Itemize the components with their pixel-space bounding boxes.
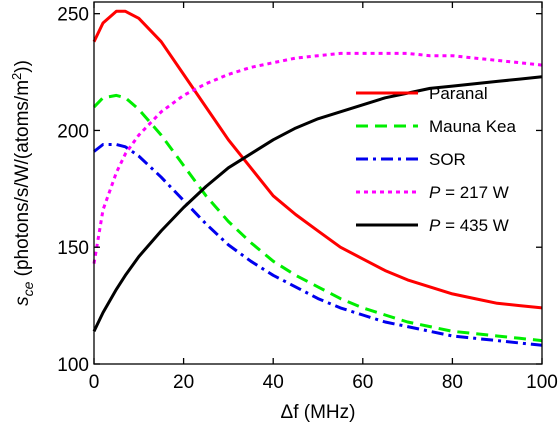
legend: Paranal Mauna Kea SOR P = 217 W P = 435 W [356, 84, 516, 235]
series-line-4 [92, 75, 543, 332]
legend-label-0: Paranal [429, 84, 488, 103]
x-tick-label-0: 0 [89, 372, 100, 393]
series-layer [92, 9, 543, 347]
plot-background [94, 2, 542, 364]
series-line-3 [92, 51, 543, 264]
legend-label-4: P = 435 W [429, 216, 509, 235]
y-axis-label: sce (photons/s/W/(atoms/m2)) [9, 60, 36, 306]
x-tick-label-4: 80 [442, 372, 463, 393]
series-line-1 [92, 93, 543, 343]
y-tick-label-1: 150 [57, 238, 89, 259]
x-axis-label: Δf (MHz) [281, 402, 356, 423]
legend-label-3: P = 217 W [429, 183, 509, 202]
plot-frame [93, 1, 543, 365]
series-line-2 [93, 143, 543, 347]
x-tick-label-5: 100 [526, 372, 558, 393]
y-tick-label-3: 250 [57, 5, 89, 26]
y-tick-label-0: 100 [57, 355, 89, 376]
x-tick-label-1: 20 [173, 372, 194, 393]
series-line-0 [92, 9, 543, 310]
ticks-layer: 0 20 40 60 80 100 100 150 200 250 [57, 2, 558, 393]
y-tick-label-2: 200 [57, 121, 89, 142]
x-tick-label-2: 40 [263, 372, 284, 393]
legend-label-1: Mauna Kea [429, 117, 516, 136]
x-tick-label-3: 60 [352, 372, 373, 393]
legend-label-2: SOR [429, 150, 466, 169]
